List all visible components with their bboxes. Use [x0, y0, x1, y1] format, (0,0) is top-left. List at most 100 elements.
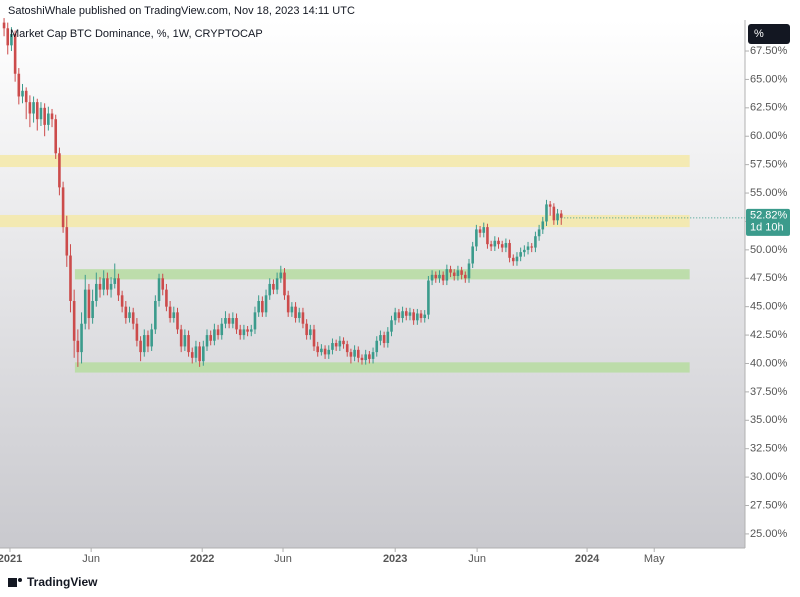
- candle-body: [353, 349, 356, 357]
- candle-body: [190, 352, 194, 358]
- candle-body: [179, 329, 183, 347]
- candle-body: [283, 272, 286, 296]
- y-tick-label: 45.00%: [750, 301, 788, 313]
- candle-body: [438, 274, 441, 279]
- candle-body: [412, 312, 415, 321]
- candle-body: [198, 346, 201, 362]
- candle-body: [39, 107, 43, 120]
- candle-body: [471, 246, 474, 264]
- candle-body: [213, 329, 216, 341]
- price-axis: [745, 20, 800, 548]
- candle-body: [342, 340, 345, 345]
- candle-body: [537, 229, 541, 237]
- candle-body: [268, 283, 272, 296]
- y-tick-label: 27.50%: [750, 499, 788, 511]
- candle-body: [227, 318, 231, 324]
- candle-body: [161, 278, 165, 290]
- candle-body: [58, 153, 61, 188]
- candle-body: [364, 354, 367, 361]
- y-tick-label: 47.50%: [750, 272, 788, 284]
- candle-body: [142, 335, 146, 353]
- candle-body: [430, 274, 434, 281]
- candle-body: [286, 295, 290, 313]
- y-tick-label: 62.50%: [750, 102, 788, 114]
- candle-body: [445, 269, 449, 281]
- candle-body: [28, 102, 32, 114]
- candle-body: [486, 227, 489, 245]
- candle-body: [249, 329, 253, 332]
- candle-body: [80, 323, 83, 353]
- candle-body: [238, 329, 242, 336]
- candle-body: [301, 312, 305, 324]
- candle-body: [54, 119, 58, 154]
- candle-body: [393, 312, 397, 321]
- candle-body: [331, 343, 334, 350]
- candle-body: [397, 312, 401, 319]
- candle-body: [106, 278, 109, 290]
- countdown: 1d 10h: [750, 222, 784, 234]
- candle-body: [135, 323, 139, 341]
- candle-body: [202, 346, 205, 362]
- candle-body: [416, 313, 419, 321]
- candle-body: [257, 300, 260, 313]
- candle-body: [305, 323, 308, 336]
- y-tick-label: 50.00%: [750, 244, 788, 256]
- candle-body: [386, 331, 390, 344]
- candle-body: [427, 280, 430, 315]
- candle-body: [404, 311, 408, 316]
- candle-body: [6, 28, 10, 46]
- candle-body: [131, 312, 135, 324]
- footer-bar: [0, 570, 800, 597]
- candle-body: [128, 312, 131, 319]
- candle-body: [21, 90, 24, 97]
- candle-body: [338, 340, 342, 347]
- candle-body: [379, 335, 382, 341]
- candle-body: [2, 22, 6, 29]
- candle-body: [452, 272, 456, 276]
- candle-body: [139, 340, 142, 353]
- candle-body: [541, 221, 545, 230]
- candle-body: [464, 274, 467, 279]
- candle-body: [50, 113, 54, 120]
- candle-body: [43, 107, 46, 125]
- x-tick-label: 2021: [0, 553, 22, 565]
- candle-body: [83, 289, 87, 324]
- candle-body: [526, 246, 530, 250]
- candle-body: [345, 344, 349, 353]
- zone: [0, 214, 690, 228]
- candle-body: [475, 229, 478, 247]
- candle-body: [401, 311, 404, 319]
- candle-body: [246, 329, 249, 332]
- candle-body: [165, 289, 168, 307]
- candle-body: [98, 283, 102, 290]
- candle-body: [154, 300, 157, 330]
- candle-body: [297, 312, 301, 319]
- candle-body: [275, 278, 279, 290]
- unit-button[interactable]: [748, 24, 790, 44]
- x-tick-label: Jun: [82, 553, 100, 565]
- y-tick-label: 37.50%: [750, 386, 788, 398]
- candle-body: [530, 246, 534, 248]
- candle-body: [172, 312, 176, 319]
- candle-body: [231, 318, 235, 324]
- candle-body: [47, 113, 50, 125]
- x-tick-label: 2024: [575, 553, 600, 565]
- candle-body: [334, 343, 338, 347]
- candle-body: [279, 272, 283, 279]
- candle-body: [76, 340, 80, 353]
- candle-body: [109, 283, 113, 290]
- candle-body: [500, 244, 504, 248]
- candle-body: [356, 349, 360, 358]
- y-tick-label: 57.50%: [750, 159, 788, 171]
- x-tick-label: Jun: [274, 553, 292, 565]
- candle-body: [504, 243, 508, 248]
- unit-button-label[interactable]: %: [754, 28, 764, 40]
- header-text: SatoshiWhale published on TradingView.co…: [8, 5, 355, 17]
- candle-body: [382, 335, 386, 344]
- candle-body: [209, 335, 212, 341]
- candle-body: [13, 33, 17, 74]
- candle-body: [32, 102, 35, 114]
- candle-body: [556, 213, 559, 221]
- candle-body: [375, 340, 379, 353]
